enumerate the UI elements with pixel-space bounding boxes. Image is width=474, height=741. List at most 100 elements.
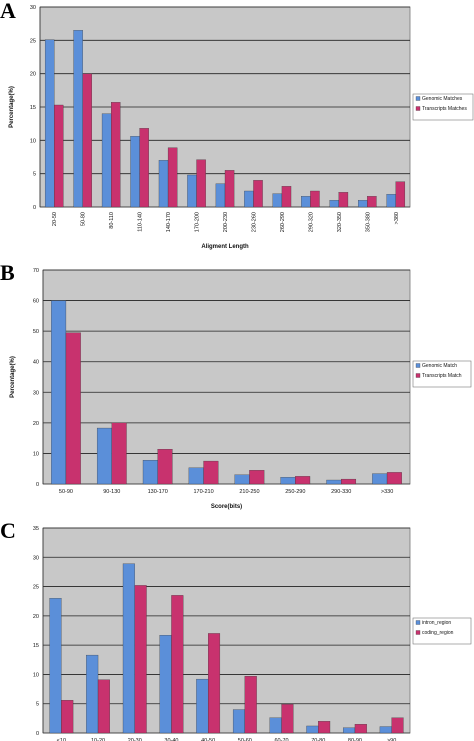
bar-series1 — [386, 194, 396, 208]
x-tick-label: 170-200 — [195, 212, 201, 232]
bar-series2 — [249, 470, 265, 485]
x-tick-label: 50-90 — [59, 489, 73, 495]
x-tick-label: 20-50 — [52, 212, 58, 226]
bar-series2 — [139, 128, 149, 208]
bar-series1 — [196, 678, 209, 734]
bar-series1 — [244, 190, 254, 208]
bar-series1 — [343, 727, 356, 734]
y-tick-label: 0 — [36, 731, 39, 737]
bar-series1 — [326, 479, 342, 485]
x-tick-label: 290-330 — [331, 489, 351, 495]
bar-series2 — [82, 73, 92, 208]
x-tick-label: <10 — [57, 738, 66, 741]
x-tick-label: 200-230 — [223, 212, 229, 232]
x-tick-label: 250-290 — [285, 489, 305, 495]
y-axis-title: Percentage(%) — [10, 356, 16, 398]
chart-panel-b: B 0 10 20 30 40 50 60 70 50-90 90-130 130-170 170-2… — [0, 260, 474, 524]
bar-series2 — [171, 595, 184, 734]
bar-series1 — [122, 563, 135, 734]
bar-series1 — [306, 725, 319, 734]
legend — [412, 617, 472, 645]
x-tick-label: 230-260 — [251, 212, 257, 232]
bar-series1 — [215, 183, 226, 208]
x-tick-label: 260-290 — [280, 212, 286, 232]
legend — [412, 360, 472, 388]
x-tick-label: 20-30 — [128, 738, 142, 741]
x-tick-label: 50-60 — [238, 738, 252, 741]
bar-series1 — [272, 193, 283, 208]
x-tick-label: >330 — [381, 489, 393, 495]
bar-series2 — [134, 585, 147, 734]
bar-series1 — [44, 39, 55, 208]
bar-series1 — [49, 598, 62, 734]
x-tick-label: 30-40 — [164, 738, 178, 741]
chart-panel-c: C 0 5 10 15 20 25 30 35 <10 10-20 20-30 30-40 40-50 5… — [0, 518, 474, 741]
y-tick-label: 30 — [33, 390, 39, 396]
y-tick-label: 70 — [33, 268, 39, 274]
x-tick-label: 90-130 — [103, 489, 120, 495]
bar-series2 — [281, 186, 292, 208]
panel-label-a: A — [0, 0, 16, 23]
bar-series1 — [232, 709, 246, 734]
x-axis-title: Aligment Length — [201, 244, 249, 250]
y-tick-label: 40 — [33, 360, 39, 366]
y-tick-label: 15 — [30, 105, 36, 111]
chart-panel-a: A 0 5 10 15 20 25 30 20-50 50-80 80-110 110-140 140… — [0, 0, 474, 265]
legend-swatch — [415, 620, 421, 625]
x-tick-label: 110-140 — [138, 212, 144, 232]
bar-series2 — [61, 700, 74, 734]
y-tick-label: 35 — [33, 526, 39, 532]
x-tick-label: 10-20 — [91, 738, 105, 741]
bar-series1 — [301, 196, 311, 208]
bar-series1 — [51, 300, 67, 485]
y-tick-label: 5 — [36, 702, 39, 708]
bar-series2 — [341, 478, 357, 485]
bar-series2 — [157, 448, 173, 485]
bar-series1 — [329, 200, 339, 208]
bar-series2 — [395, 181, 406, 208]
bar-series2 — [318, 721, 331, 734]
bar-series2 — [338, 192, 349, 208]
legend-label: intron_region — [422, 620, 451, 626]
x-tick-label: 60-70 — [275, 738, 289, 741]
bar-series1 — [159, 635, 172, 734]
bar-series1 — [187, 174, 197, 208]
bar-series1 — [101, 113, 112, 208]
x-tick-label: 320-350 — [337, 212, 343, 232]
x-tick-label: 350-380 — [365, 212, 371, 232]
legend-label: Transcripts Matches — [422, 106, 467, 112]
bar-series2 — [244, 676, 257, 734]
y-tick-label: 20 — [33, 614, 39, 620]
bar-series1 — [158, 160, 169, 208]
bar-chart-b: 0 10 20 30 40 50 60 70 50-90 90-130 130-170 170-210… — [10, 268, 472, 510]
y-tick-label: 60 — [33, 299, 39, 305]
bar-series2 — [386, 472, 402, 485]
bar-series2 — [310, 190, 320, 208]
y-tick-label: 10 — [30, 138, 36, 144]
bar-chart-c: 0 5 10 15 20 25 30 35 <10 10-20 20-30 30-40 40-50 50-… — [33, 526, 472, 741]
legend-label: Genomic Match — [422, 363, 457, 369]
bar-series2 — [111, 102, 121, 208]
bar-series2 — [97, 679, 110, 734]
legend-label: Transcripts Match — [422, 373, 462, 379]
y-axis-title: Percentage(%) — [9, 86, 15, 128]
y-tick-label: 25 — [33, 585, 39, 591]
bar-series2 — [65, 332, 81, 485]
x-tick-label: 80-110 — [109, 212, 115, 229]
x-tick-label: 210-250 — [239, 489, 259, 495]
x-tick-label: 170-210 — [193, 489, 213, 495]
y-tick-label: 30 — [33, 555, 39, 561]
bar-series1 — [188, 467, 204, 485]
bar-series2 — [224, 170, 235, 208]
bar-series2 — [196, 159, 206, 208]
bar-series2 — [391, 717, 404, 734]
bar-series1 — [280, 477, 296, 485]
bar-series1 — [96, 427, 112, 485]
bar-series1 — [73, 30, 83, 208]
bar-series2 — [54, 104, 64, 208]
bar-series1 — [234, 474, 250, 485]
y-tick-label: 30 — [30, 5, 36, 11]
bar-series1 — [379, 726, 392, 734]
bar-chart-a: 0 5 10 15 20 25 30 20-50 50-80 80-110 110-140 140-1… — [9, 5, 474, 250]
bar-series2 — [167, 147, 178, 208]
